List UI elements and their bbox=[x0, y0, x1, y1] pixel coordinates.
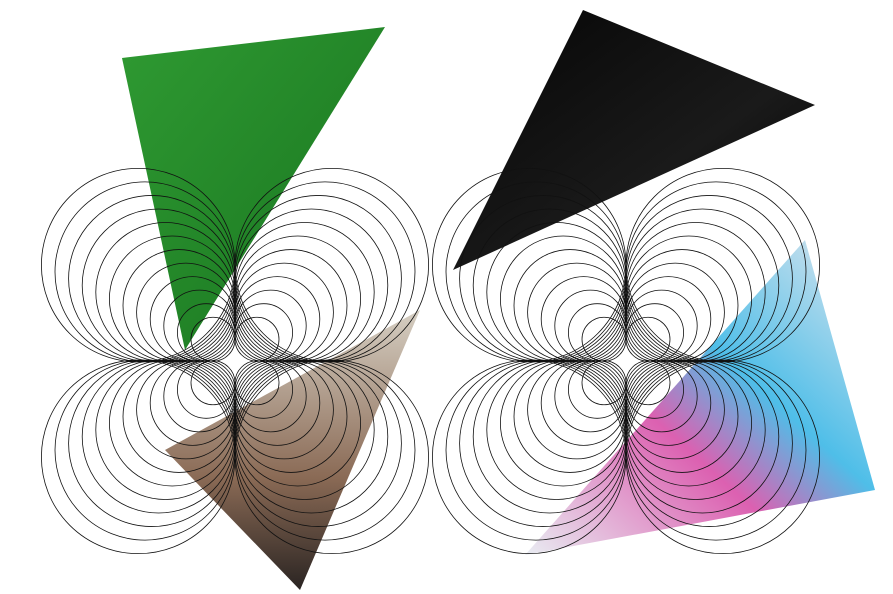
arc-circle bbox=[234, 303, 293, 362]
circle-pattern bbox=[40, 167, 821, 555]
arc-circle bbox=[234, 360, 280, 406]
arc-circle bbox=[625, 360, 684, 419]
arc-circle bbox=[234, 359, 429, 555]
arc-circle bbox=[176, 360, 236, 419]
arc-circle bbox=[554, 289, 627, 362]
arc-circle bbox=[625, 360, 671, 406]
arc-circle bbox=[500, 235, 627, 363]
arc-circle bbox=[234, 167, 429, 363]
arc-circle bbox=[625, 289, 698, 362]
arc-circle bbox=[234, 360, 293, 419]
photo-triangle bbox=[525, 240, 875, 555]
arc-circle bbox=[625, 167, 821, 363]
arc-circle bbox=[234, 249, 348, 362]
photo-triangle bbox=[453, 10, 815, 270]
arc-circle bbox=[234, 222, 375, 363]
photo-triangle bbox=[165, 310, 420, 590]
arc-circle bbox=[513, 360, 627, 473]
arc-circle bbox=[234, 235, 361, 363]
arc-circle bbox=[513, 249, 627, 362]
arc-circle bbox=[625, 360, 698, 433]
arc-circle bbox=[625, 359, 821, 555]
arc-circle bbox=[234, 289, 307, 362]
arc-circle bbox=[568, 303, 627, 362]
arc-circle bbox=[625, 360, 712, 446]
arc-circle bbox=[568, 360, 627, 419]
photo-triangle bbox=[122, 27, 385, 350]
arc-circle bbox=[554, 360, 627, 433]
arc-circle bbox=[234, 360, 321, 446]
arc-circle bbox=[163, 360, 236, 433]
arc-circle bbox=[625, 303, 684, 362]
arc-circle bbox=[234, 360, 307, 433]
